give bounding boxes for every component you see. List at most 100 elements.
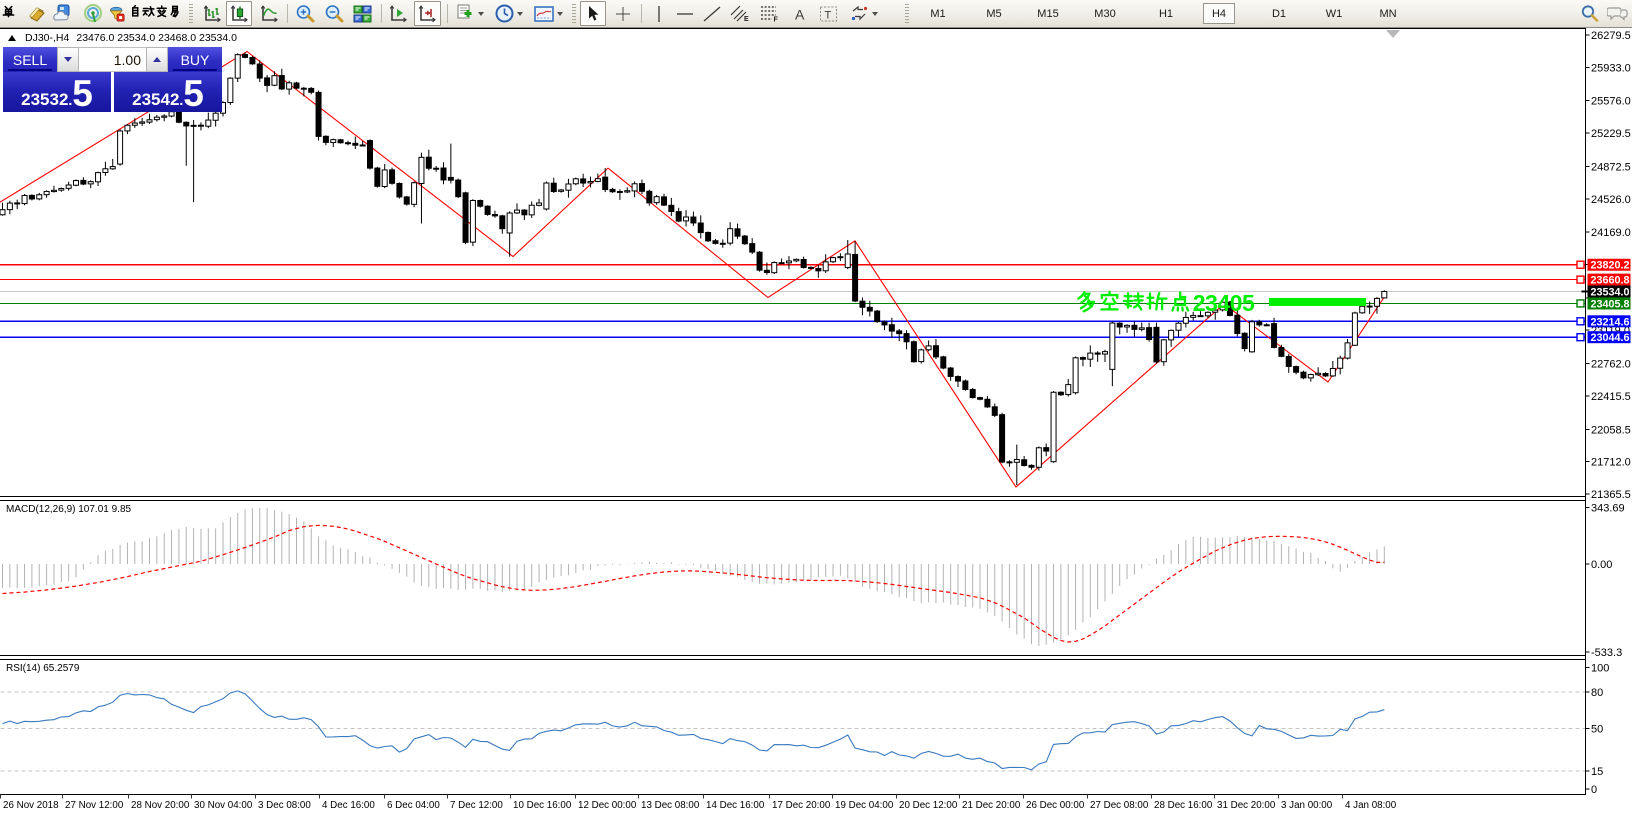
trendline-icon [703, 6, 721, 21]
candlestick-chart-icon [230, 4, 248, 22]
fibonacci-button[interactable]: F [757, 1, 783, 26]
text-button[interactable]: A [787, 1, 812, 26]
chart-shift-button[interactable] [385, 1, 412, 26]
line-handle[interactable] [1576, 317, 1585, 326]
svg-text:80: 80 [1591, 687, 1603, 699]
chat-button[interactable] [1604, 1, 1631, 26]
line-chart-button[interactable] [256, 1, 282, 26]
svg-text:30 Nov 04:00: 30 Nov 04:00 [194, 800, 253, 811]
vertical-line-button[interactable] [647, 1, 671, 26]
candle-chart-button[interactable] [226, 1, 252, 26]
text-label-icon: T [819, 6, 837, 21]
arrows-icon [851, 5, 868, 21]
highlight-trend-segment[interactable] [1269, 297, 1366, 306]
new-order-label [1, 5, 17, 23]
timeframe-button-w1[interactable]: W1 [1325, 7, 1343, 20]
chart-shift-icon [389, 4, 407, 22]
volume-input[interactable]: 1.00 [79, 47, 146, 72]
timeframe-button-d1[interactable]: D1 [1271, 7, 1287, 20]
svg-text:100: 100 [1591, 663, 1609, 675]
svg-text:25576.0: 25576.0 [1591, 96, 1631, 108]
search-button[interactable] [1576, 1, 1603, 26]
macd-pane-border [0, 500, 1586, 656]
svg-text:31 Dec 20:00: 31 Dec 20:00 [1217, 800, 1276, 811]
strategy-tester-icon[interactable] [52, 1, 74, 26]
svg-text:26 Nov 2018: 26 Nov 2018 [3, 800, 59, 811]
timeframe-button-m5[interactable]: M5 [986, 7, 1002, 20]
rsi-pane-border [0, 659, 1586, 795]
volume-value: 1.00 [113, 51, 141, 68]
symbol-period-label: DJ30-,H4 [25, 32, 70, 44]
volume-increase-button[interactable] [146, 47, 168, 72]
timeframe-button-h4[interactable]: H4 [1203, 3, 1235, 24]
sell-button[interactable]: SELL [3, 47, 57, 72]
channel-button[interactable]: E [727, 1, 753, 26]
dropdown-arrow [872, 11, 878, 16]
periods-button[interactable] [491, 1, 527, 26]
chart-shift-marker[interactable] [1386, 30, 1400, 38]
tile-windows-button[interactable] [349, 1, 376, 26]
svg-text:0: 0 [1230, 290, 1243, 316]
buy-price-dot: . [179, 92, 184, 108]
cube-cloud-icon [53, 4, 70, 21]
crosshair-icon [616, 6, 630, 21]
auto-scroll-button[interactable] [414, 1, 441, 26]
price-tag-23214.6: 23214.6 [1587, 315, 1631, 328]
sell-price[interactable]: 23532. 5 [3, 72, 111, 112]
line-handle[interactable] [1576, 299, 1585, 308]
line-handle[interactable] [1576, 275, 1585, 284]
bar-chart-button[interactable] [199, 1, 225, 26]
toolbar-separator [287, 4, 288, 23]
sell-price-main: 23532 [21, 90, 69, 109]
buy-button[interactable]: BUY [168, 47, 222, 72]
macd-signal-line [2, 524, 1385, 643]
trendline-button[interactable] [700, 1, 724, 26]
svg-text:T: T [824, 9, 831, 21]
line-handle[interactable] [1576, 332, 1585, 342]
new-chart-button[interactable] [452, 1, 488, 26]
buy-price-big-digit: 5 [183, 73, 204, 114]
svg-text:14 Dec 16:00: 14 Dec 16:00 [706, 800, 765, 811]
text-label-button[interactable]: T [815, 1, 841, 26]
svg-text:-533.3: -533.3 [1591, 647, 1622, 659]
rsi-label: RSI(14) 65.2579 [6, 663, 80, 674]
svg-text:4: 4 [1217, 290, 1230, 316]
buy-price[interactable]: 23542. 5 [114, 72, 222, 112]
zoom-out-button[interactable] [320, 1, 347, 26]
svg-text:24526.0: 24526.0 [1591, 194, 1631, 206]
svg-text:2: 2 [1193, 290, 1206, 316]
sell-button-label: SELL [12, 51, 48, 68]
svg-text:23214.6: 23214.6 [1591, 316, 1630, 328]
svg-text:F: F [774, 17, 779, 23]
timeframe-button-h1[interactable]: H1 [1158, 7, 1174, 20]
bar-chart-icon [203, 4, 221, 22]
svg-text:28 Nov 20:00: 28 Nov 20:00 [131, 800, 190, 811]
buy-price-main: 23542 [132, 90, 180, 109]
new-order-button[interactable] [0, 1, 24, 26]
horizontal-line-button[interactable] [673, 1, 697, 26]
zoom-in-button[interactable] [291, 1, 318, 26]
arrows-button[interactable] [846, 1, 882, 26]
rsi-pane: RSI(14) 65.2579 [0, 663, 1586, 772]
svg-text:21365.5: 21365.5 [1591, 489, 1631, 501]
radio-broadcast-icon [84, 3, 102, 22]
timeframe-button-m30[interactable]: M30 [1094, 7, 1116, 20]
line-handle[interactable] [1576, 260, 1585, 269]
timeframe-button-mn[interactable]: MN [1379, 7, 1397, 20]
templates-button[interactable] [530, 1, 566, 26]
signals-icon[interactable] [82, 1, 104, 26]
svg-text:4 Jan 08:00: 4 Jan 08:00 [1345, 800, 1397, 811]
crosshair-button[interactable] [610, 1, 636, 26]
timeframe-button-m15[interactable]: M15 [1037, 7, 1059, 20]
svg-text:0.00: 0.00 [1591, 559, 1612, 571]
autotrading-button[interactable] [106, 1, 184, 26]
cursor-button[interactable] [580, 1, 606, 26]
history-center-icon[interactable] [25, 1, 47, 26]
volume-decrease-button[interactable] [57, 47, 79, 72]
svg-text:23534.0: 23534.0 [1591, 286, 1630, 298]
timeframe-button-m1[interactable]: M1 [930, 7, 946, 20]
